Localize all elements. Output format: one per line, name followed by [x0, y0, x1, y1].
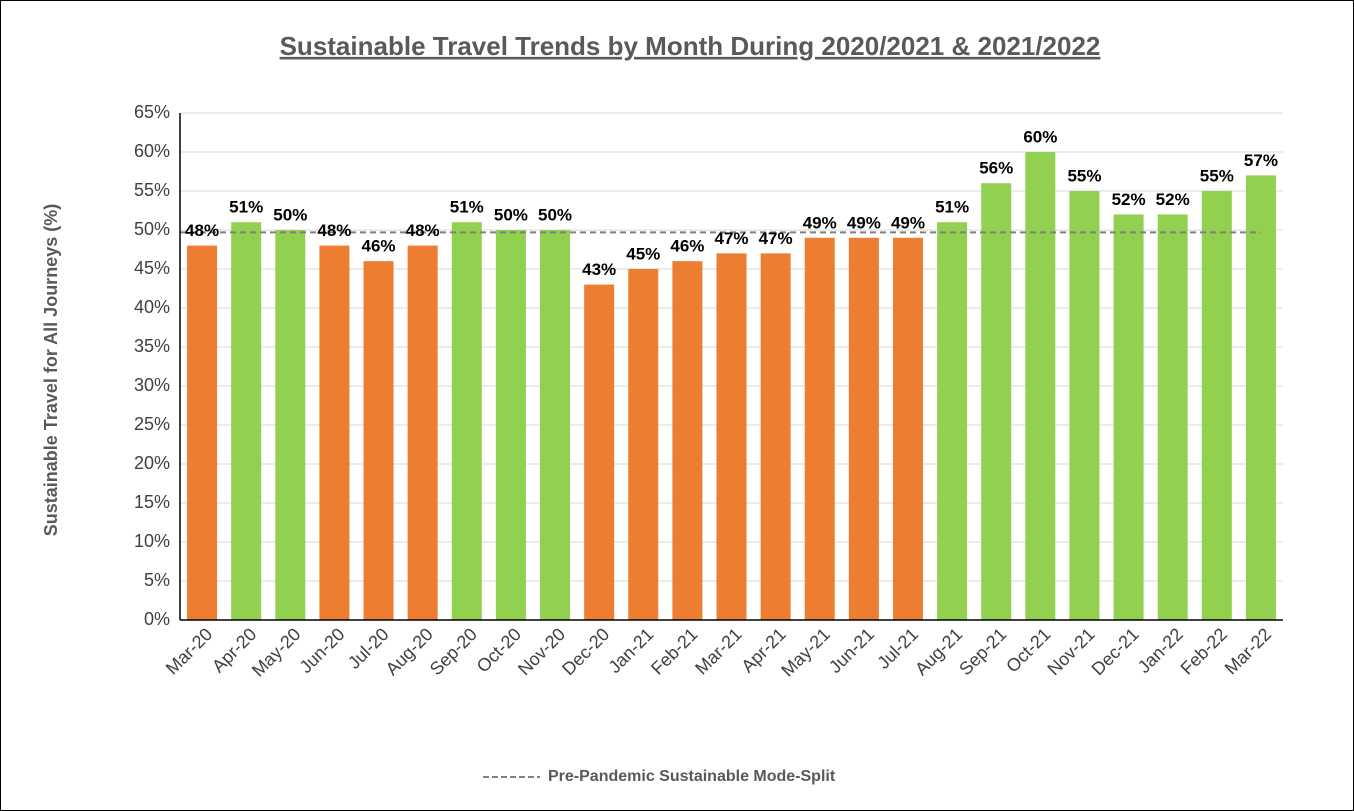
data-label: 47%	[714, 229, 748, 248]
chart-title: Sustainable Travel Trends by Month Durin…	[280, 31, 1101, 61]
bar	[848, 237, 879, 621]
data-label: 50%	[494, 205, 528, 224]
data-label: 48%	[317, 221, 351, 240]
data-label: 55%	[1200, 166, 1234, 185]
bar	[540, 230, 571, 620]
y-tick-label: 40%	[134, 297, 170, 317]
y-tick-label: 35%	[134, 336, 170, 356]
data-label: 50%	[538, 205, 572, 224]
data-label: 48%	[185, 221, 219, 240]
y-tick-label: 50%	[134, 219, 170, 239]
bar	[363, 261, 394, 620]
bar	[275, 230, 306, 620]
bar	[187, 245, 218, 620]
bar	[628, 269, 659, 620]
y-tick-label: 60%	[134, 141, 170, 161]
data-label: 48%	[406, 221, 440, 240]
legend-label: Pre-Pandemic Sustainable Mode-Split	[548, 768, 836, 785]
data-label: 47%	[759, 229, 793, 248]
bar	[319, 245, 350, 620]
bar	[1201, 191, 1232, 620]
y-tick-label: 25%	[134, 414, 170, 434]
y-tick-label: 10%	[134, 531, 170, 551]
bar	[937, 222, 968, 620]
data-label: 49%	[891, 213, 925, 232]
data-label: 49%	[847, 213, 881, 232]
bar	[892, 237, 923, 621]
data-label: 46%	[670, 237, 704, 256]
bar	[584, 284, 615, 620]
bar	[760, 253, 791, 620]
y-tick-label: 5%	[144, 570, 170, 590]
data-label: 51%	[935, 198, 969, 217]
y-tick-label: 45%	[134, 258, 170, 278]
bar	[804, 237, 835, 621]
data-label: 43%	[582, 260, 616, 279]
y-axis-label: Sustainable Travel for All Journeys (%)	[41, 204, 61, 536]
data-label: 57%	[1244, 151, 1278, 170]
bar	[451, 222, 482, 620]
y-tick-label: 30%	[134, 375, 170, 395]
data-label: 50%	[273, 205, 307, 224]
y-tick-label: 65%	[134, 102, 170, 122]
bar	[495, 230, 526, 620]
bar	[981, 183, 1012, 620]
bar	[1113, 214, 1144, 620]
y-tick-label: 15%	[134, 492, 170, 512]
data-label: 56%	[979, 159, 1013, 178]
data-label: 60%	[1023, 127, 1057, 146]
bar	[672, 261, 703, 620]
data-label: 45%	[626, 244, 660, 263]
bar	[716, 253, 747, 620]
bar	[1157, 214, 1188, 620]
bar	[1245, 175, 1276, 620]
y-tick-label: 0%	[144, 609, 170, 629]
bar	[407, 245, 438, 620]
bar	[231, 222, 262, 620]
y-tick-label: 55%	[134, 180, 170, 200]
bar	[1069, 191, 1100, 620]
data-label: 51%	[229, 198, 263, 217]
bar	[1025, 152, 1056, 620]
data-label: 52%	[1112, 190, 1146, 209]
data-label: 55%	[1067, 166, 1101, 185]
y-tick-label: 20%	[134, 453, 170, 473]
data-label: 52%	[1156, 190, 1190, 209]
data-label: 49%	[803, 213, 837, 232]
data-label: 51%	[450, 198, 484, 217]
data-label: 46%	[362, 237, 396, 256]
